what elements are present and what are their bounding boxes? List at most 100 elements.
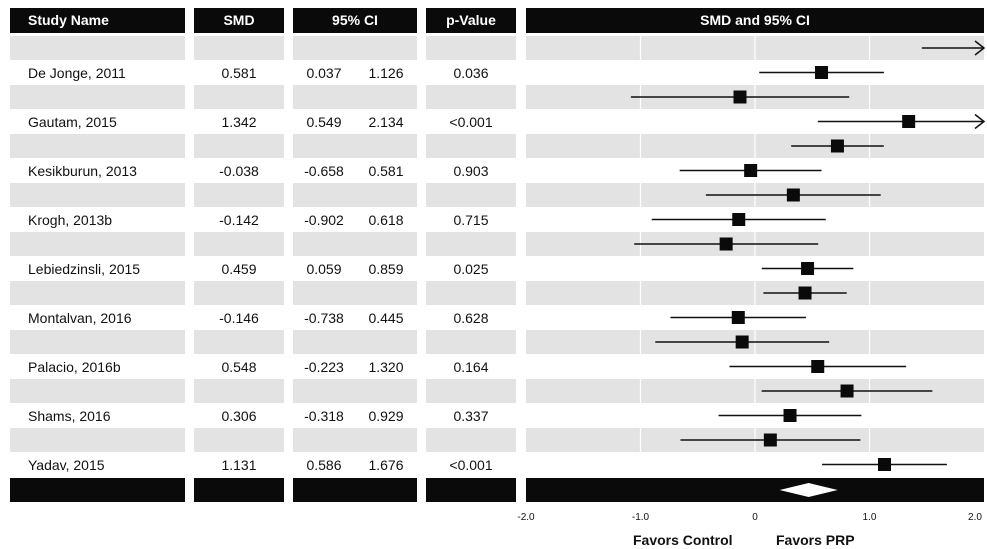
row-band bbox=[10, 379, 185, 403]
row-band bbox=[426, 330, 516, 354]
table-row: Shams, 2016 0.306 -0.318 0.929 0.337 bbox=[0, 404, 987, 428]
row-band bbox=[10, 281, 185, 305]
study-name: Kesikburun, 2013 bbox=[28, 162, 137, 179]
point-estimate bbox=[815, 66, 829, 79]
row-bands bbox=[10, 36, 984, 452]
row-band bbox=[194, 183, 284, 207]
point-estimate bbox=[798, 286, 812, 300]
ci-upper: 0.618 bbox=[368, 211, 404, 228]
smd-value: 0.459 bbox=[221, 260, 257, 277]
row-band bbox=[10, 330, 185, 354]
row-band bbox=[194, 281, 284, 305]
point-estimate bbox=[733, 90, 747, 104]
row-band bbox=[194, 379, 284, 403]
smd-value: 0.581 bbox=[221, 64, 257, 81]
total-band bbox=[426, 478, 516, 502]
row-band bbox=[194, 428, 284, 452]
row-band bbox=[194, 36, 284, 60]
point-estimate bbox=[744, 164, 758, 177]
ci-lower: 0.549 bbox=[306, 113, 342, 130]
x-tick-label: -1.0 bbox=[631, 512, 650, 523]
row-band bbox=[10, 36, 185, 60]
row-band bbox=[293, 85, 417, 109]
smd-value: 0.306 bbox=[221, 407, 257, 424]
smd-value: 0.548 bbox=[221, 358, 257, 375]
p-value: 0.628 bbox=[453, 309, 489, 326]
point-estimate bbox=[877, 458, 891, 471]
study-name: De Jonge, 2011 bbox=[28, 64, 126, 81]
point-estimate bbox=[902, 115, 916, 128]
row-band bbox=[293, 281, 417, 305]
table-row: Gautam, 2015 1.342 0.549 2.134 <0.001 bbox=[0, 110, 987, 134]
summary-diamond bbox=[779, 483, 838, 497]
point-estimate bbox=[783, 409, 797, 422]
row-band bbox=[293, 428, 417, 452]
row-band bbox=[426, 134, 516, 158]
table-row: Palacio, 2016b 0.548 -0.223 1.320 0.164 bbox=[0, 355, 987, 379]
point-estimate bbox=[840, 384, 854, 398]
row-band bbox=[194, 134, 284, 158]
p-value: 0.715 bbox=[453, 211, 489, 228]
row-band bbox=[10, 428, 185, 452]
row-band bbox=[10, 134, 185, 158]
table-row: De Jonge, 2011 0.581 0.037 1.126 0.036 bbox=[0, 61, 987, 85]
row-band bbox=[426, 379, 516, 403]
row-band bbox=[10, 85, 185, 109]
row-band bbox=[426, 36, 516, 60]
row-band bbox=[293, 134, 417, 158]
total-row-bg bbox=[10, 478, 984, 502]
point-estimate bbox=[811, 360, 825, 373]
ci-lower: 0.059 bbox=[306, 260, 342, 277]
study-name: Yadav, 2015 bbox=[28, 456, 105, 473]
study-name: Krogh, 2013b bbox=[28, 211, 113, 228]
x-tick-label: 1.0 bbox=[862, 512, 877, 523]
ci-upper: 0.859 bbox=[368, 260, 404, 277]
point-estimate bbox=[731, 311, 745, 324]
smd-value: -0.146 bbox=[219, 309, 259, 326]
ci-upper: 2.134 bbox=[368, 113, 404, 130]
ci-arrow bbox=[974, 113, 986, 130]
ci-upper: 0.929 bbox=[368, 407, 404, 424]
ci-arrow bbox=[974, 40, 986, 56]
row-band bbox=[426, 428, 516, 452]
ci-upper: 1.676 bbox=[368, 456, 404, 473]
row-band bbox=[426, 281, 516, 305]
header-study-name: Study Name bbox=[10, 8, 185, 33]
x-tick-label: -2.0 bbox=[517, 512, 535, 523]
favors-prp-label: Favors PRP bbox=[776, 532, 855, 548]
row-band bbox=[293, 330, 417, 354]
smd-value: 1.342 bbox=[221, 113, 257, 130]
table-row: Kesikburun, 2013 -0.038 -0.658 0.581 0.903 bbox=[0, 159, 987, 183]
ci-lower: 0.037 bbox=[306, 64, 342, 81]
row-band bbox=[293, 36, 417, 60]
header-plot: SMD and 95% CI bbox=[526, 8, 984, 33]
gridlines bbox=[639, 36, 871, 477]
point-estimate bbox=[801, 262, 815, 275]
study-name: Montalvan, 2016 bbox=[28, 309, 132, 326]
point-estimate bbox=[763, 433, 777, 447]
p-value: 0.025 bbox=[453, 260, 489, 277]
total-band bbox=[10, 478, 185, 502]
ci-upper: 1.126 bbox=[368, 64, 404, 81]
ci-lower: 0.586 bbox=[306, 456, 342, 473]
smd-value: 1.131 bbox=[221, 456, 257, 473]
row-band bbox=[426, 232, 516, 256]
favors-control-label: Favors Control bbox=[633, 532, 733, 548]
row-band bbox=[194, 85, 284, 109]
header-smd: SMD bbox=[194, 8, 284, 33]
table-row: Krogh, 2013b -0.142 -0.902 0.618 0.715 bbox=[0, 208, 987, 232]
row-band bbox=[10, 183, 185, 207]
table-row: Montalvan, 2016 -0.146 -0.738 0.445 0.628 bbox=[0, 306, 987, 330]
total-band bbox=[194, 478, 284, 502]
row-band bbox=[426, 85, 516, 109]
ci-lower: -0.223 bbox=[304, 358, 344, 375]
point-estimate bbox=[830, 139, 844, 153]
ci-lower: -0.902 bbox=[304, 211, 344, 228]
smd-value: -0.038 bbox=[219, 162, 259, 179]
ci-upper: 0.445 bbox=[368, 309, 404, 326]
row-band bbox=[10, 232, 185, 256]
row-band bbox=[293, 183, 417, 207]
x-tick-label: 2.0 bbox=[968, 512, 982, 523]
smd-value: -0.142 bbox=[219, 211, 259, 228]
